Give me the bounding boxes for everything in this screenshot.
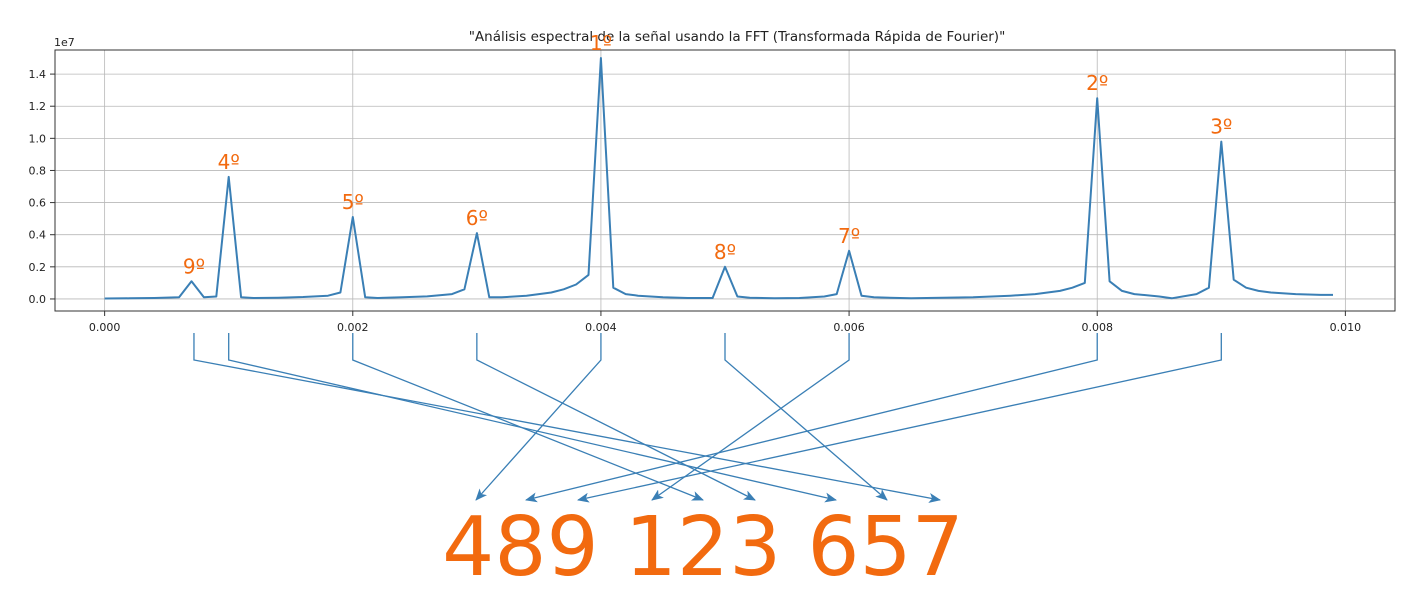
mapping-arrow [525, 333, 1098, 503]
y-tick-label: 1.4 [29, 68, 47, 81]
mapping-arrow [577, 333, 1222, 503]
grid [55, 50, 1395, 311]
mapping-arrow [651, 333, 850, 501]
peak-rank-label: 6º [466, 206, 488, 230]
peak-rank-label: 3º [1210, 115, 1232, 139]
peak-rank-label: 9º [183, 254, 205, 278]
y-tick-label: 1.2 [29, 100, 47, 113]
peak-rank-label: 4º [218, 150, 240, 174]
digits-caption: 489 123 657 [442, 500, 964, 595]
y-tick-label: 0.6 [29, 197, 47, 210]
x-tick-label: 0.004 [585, 321, 617, 334]
x-tick-label: 0.000 [89, 321, 121, 334]
mapping-arrow [193, 333, 941, 503]
mapping-arrow [724, 333, 888, 501]
mapping-arrow [476, 333, 756, 501]
peak-rank-label: 8º [714, 240, 736, 264]
peak-rank-label: 5º [342, 190, 364, 214]
peak-rank-label: 1º [590, 31, 612, 55]
x-tick-label: 0.002 [337, 321, 369, 334]
mapping-arrow [352, 333, 704, 501]
peak-rank-labels: 9º 4º 5º 6º 1º 8º 7º 2º 3º [183, 31, 1232, 278]
peak-rank-label: 7º [838, 224, 860, 248]
y-tick-label: 0.4 [29, 229, 47, 242]
y-tick-label: 0.2 [29, 261, 47, 274]
y-axis-multiplier: 1e7 [54, 36, 75, 49]
spectrum-line [104, 57, 1333, 300]
plot-frame [54, 49, 1396, 312]
axis-ticks: 0.000 0.002 0.004 0.006 0.008 0.010 0.0 0.2 0.4 0… [29, 68, 1362, 334]
y-tick-label: 1.0 [29, 132, 47, 145]
x-tick-label: 0.006 [833, 321, 865, 334]
x-tick-label: 0.010 [1330, 321, 1362, 334]
series [104, 57, 1333, 300]
peak-rank-label: 2º [1086, 71, 1108, 95]
chart-title: "Análisis espectral de la señal usando l… [469, 29, 1006, 45]
y-tick-label: 0.8 [29, 164, 47, 177]
mapping-arrow [475, 333, 602, 501]
mapping-arrow [228, 333, 837, 503]
mapping-arrows [193, 333, 1222, 503]
x-tick-label: 0.008 [1081, 321, 1113, 334]
y-tick-label: 0.0 [29, 293, 47, 306]
